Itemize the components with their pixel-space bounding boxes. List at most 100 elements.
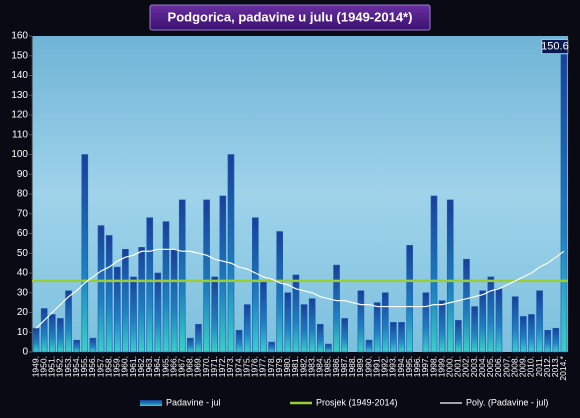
x-tick-label: 1960. [120,356,130,377]
x-tick-label: 1978. [266,356,276,377]
x-tick-label: 1959. [112,356,122,377]
bar [81,154,89,353]
bar [300,304,308,353]
bar [73,339,80,353]
x-tick-label: 1996. [412,356,422,377]
x-tick-label: 2009. [518,356,528,377]
x-tick-label: 1986. [331,356,341,377]
x-tick-label: 1989. [355,356,365,377]
bar [113,266,121,353]
bar [511,296,519,353]
bar [32,327,40,353]
legend-label: Padavine - jul [166,397,221,407]
bar [260,280,267,353]
plot-area [32,36,568,352]
x-tick-label: 1992. [380,356,390,377]
x-tick-label: 2011. [534,356,544,377]
bar [268,341,275,353]
x-tick-label: 2013. [550,356,560,377]
x-tick-label: 1976. [250,356,260,377]
bar [528,314,535,353]
x-tick-label: 1977. [258,356,268,377]
y-tick-label: 110 [12,129,28,140]
x-tick-label: 1969. [193,356,203,377]
x-tick-label: 1966. [168,356,178,377]
x-tick-label: 1997. [420,356,430,377]
x-tick-label: 2002. [461,356,471,377]
x-tick-label: 1990. [363,356,373,377]
bar [48,314,56,353]
bar [57,318,64,353]
x-tick-label: 1984. [315,356,325,377]
bar [536,290,543,353]
x-tick-label: 1972. [217,356,227,377]
x-tick-label: 1957. [95,356,105,377]
bar [430,195,438,353]
bar [560,54,568,353]
y-tick-label: 100 [11,149,28,160]
x-tick-label: 1991. [371,356,381,377]
bar [463,258,470,353]
bar [479,290,487,353]
x-tick-label: 1971. [209,356,219,377]
x-tick-label: 1999. [436,356,446,377]
bar [390,322,397,353]
bar [178,199,186,353]
bar [398,322,405,353]
bar [97,225,105,353]
y-tick-label: 120 [11,110,28,121]
legend-label: Poly. (Padavine - jul) [466,397,548,407]
x-tick-label: 1955. [79,356,89,377]
bar [219,195,227,353]
bar [89,337,97,353]
y-tick-label: 80 [17,189,29,200]
chart-title: Podgorica, padavine u julu (1949-2014*) [168,9,413,24]
x-tick-label: 2001. [453,356,463,377]
bar [122,249,129,353]
bar [162,221,170,353]
x-tick-label: 2000. [444,356,454,377]
x-tick-label: 1963. [144,356,154,377]
bar [292,274,300,353]
x-tick-label: 1985. [323,356,333,377]
bar [365,339,373,353]
x-tick-label: 1965. [160,356,170,377]
bar [195,324,202,353]
x-tick-label: 2012. [542,356,552,377]
bar [341,318,348,353]
x-tick-label: 2010. [526,356,536,377]
bar [438,300,446,353]
x-tick-label: 1954. [71,356,81,377]
x-tick-label: 1988. [347,356,357,377]
x-tick-label: 1998. [428,356,438,377]
x-tick-label: 1975. [241,356,251,377]
y-tick-label: 60 [17,228,29,239]
x-tick-label: 2007. [501,356,511,377]
bar [357,290,365,353]
bar [243,304,251,353]
y-tick-label: 30 [17,287,29,298]
bar [520,316,527,353]
bar [487,276,495,353]
x-tick-label: 2014.* [558,355,568,380]
x-tick-label: 2003. [469,356,479,377]
x-tick-label: 2005. [485,356,495,377]
legend-swatch [140,400,162,406]
y-tick-label: 160 [11,31,28,42]
bar [203,199,210,353]
bar [252,217,259,353]
y-tick-label: 10 [17,327,29,338]
x-tick-label: 1958. [103,356,113,377]
y-tick-label: 90 [17,169,29,180]
bar [446,199,454,353]
y-tick-label: 50 [17,248,29,259]
x-tick-label: 1993. [388,356,398,377]
x-tick-label: 1970. [201,356,211,377]
bar [308,298,316,353]
x-tick-label: 2008. [509,356,519,377]
x-tick-label: 1950. [38,356,48,377]
bar [146,217,154,353]
y-tick-label: 40 [17,268,29,279]
bar [381,292,389,353]
value-label: 150.6 [541,40,569,52]
